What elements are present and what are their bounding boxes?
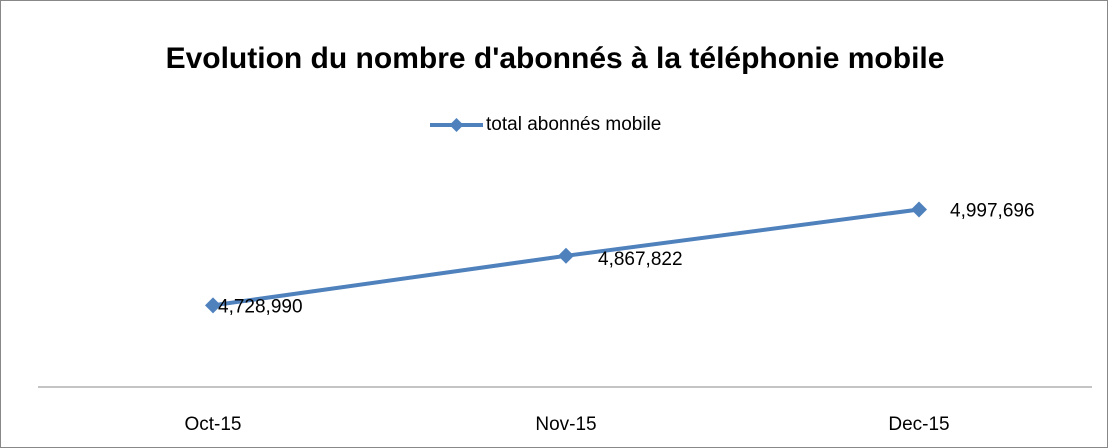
legend-label: total abonnés mobile bbox=[486, 114, 661, 135]
data-label: 4,867,822 bbox=[598, 249, 683, 270]
legend-marker bbox=[449, 118, 464, 132]
point bbox=[911, 201, 927, 218]
point bbox=[558, 247, 574, 264]
x-tick-label: Oct-15 bbox=[184, 414, 241, 435]
point bbox=[205, 297, 221, 314]
data-label: 4,728,990 bbox=[218, 296, 303, 317]
data-label: 4,997,696 bbox=[950, 201, 1035, 222]
x-tick-label: Dec-15 bbox=[888, 414, 949, 435]
x-tick-label: Nov-15 bbox=[535, 414, 596, 435]
chart-title: Evolution du nombre d'abonnés à la télép… bbox=[166, 42, 945, 75]
